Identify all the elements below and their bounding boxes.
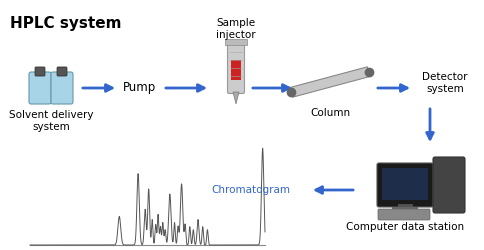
FancyBboxPatch shape xyxy=(432,157,464,213)
Text: HPLC system: HPLC system xyxy=(10,16,121,31)
Text: Sample
injector: Sample injector xyxy=(216,18,255,40)
FancyBboxPatch shape xyxy=(51,72,73,104)
FancyBboxPatch shape xyxy=(57,67,67,76)
Text: Detector
system: Detector system xyxy=(422,72,467,94)
Bar xyxy=(230,60,241,80)
Polygon shape xyxy=(289,67,369,97)
Bar xyxy=(225,39,246,45)
Bar xyxy=(381,168,427,200)
Text: Computer data station: Computer data station xyxy=(345,222,463,232)
FancyBboxPatch shape xyxy=(35,67,45,76)
FancyBboxPatch shape xyxy=(29,72,51,104)
FancyBboxPatch shape xyxy=(377,209,429,220)
Text: Chromatogram: Chromatogram xyxy=(211,185,289,195)
Text: Pump: Pump xyxy=(123,82,156,94)
FancyBboxPatch shape xyxy=(376,163,432,207)
Text: Column: Column xyxy=(309,108,349,118)
FancyBboxPatch shape xyxy=(227,42,244,94)
Polygon shape xyxy=(232,92,239,104)
Text: Solvent delivery
system: Solvent delivery system xyxy=(9,110,93,132)
